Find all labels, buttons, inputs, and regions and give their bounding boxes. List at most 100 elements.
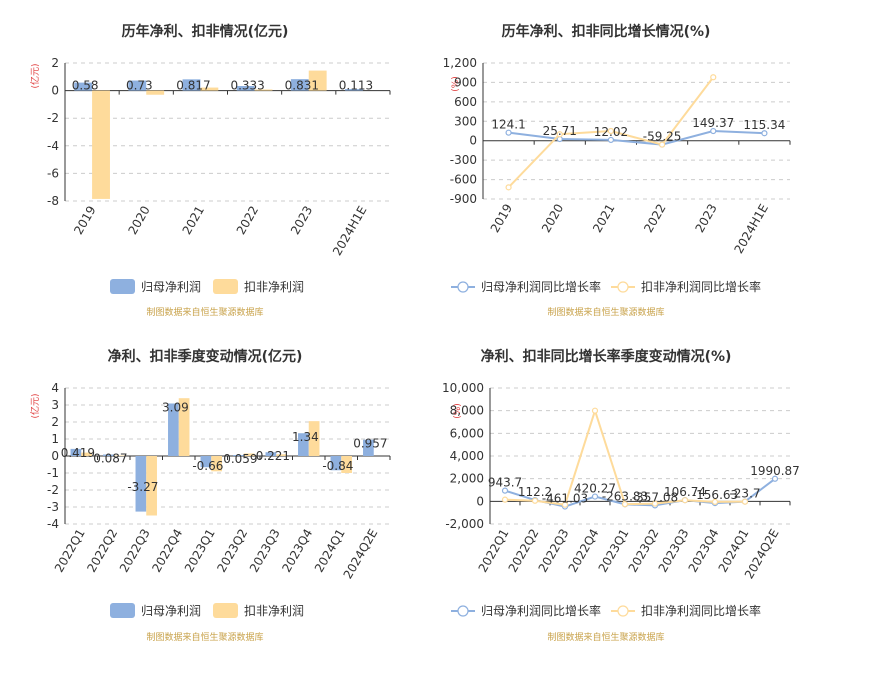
y-tick-label: 2 <box>51 56 59 70</box>
data-label: 1.34 <box>292 430 319 444</box>
data-label: 0.059 <box>223 452 257 466</box>
y-tick-label: 1 <box>51 432 59 446</box>
series-point <box>710 74 717 81</box>
legend: 归母净利润同比增长率 扣非净利润同比增长率 <box>451 603 761 618</box>
x-tick-label: 2023Q2 <box>214 527 250 575</box>
legend-marker-b <box>617 281 629 293</box>
data-label: 112.2 <box>518 485 552 499</box>
x-tick-label: 2020 <box>125 204 152 237</box>
data-label: -0.84 <box>322 459 353 473</box>
bar-a <box>363 439 374 456</box>
legend: 归母净利润 扣非净利润 <box>110 603 304 618</box>
legend-label-b: 扣非净利润同比增长率 <box>641 603 761 618</box>
y-tick-label: -300 <box>450 153 477 167</box>
y-tick-label: 4,000 <box>450 449 484 463</box>
y-tick-label: 4 <box>51 381 59 395</box>
series-point <box>591 407 599 414</box>
bar-a <box>233 454 244 456</box>
bar-b <box>81 452 92 456</box>
source-note: 制图数据来自恒生聚源数据库 <box>547 306 664 318</box>
bar-b <box>341 456 352 473</box>
legend-marker-a <box>457 605 469 617</box>
bar-a <box>135 456 147 512</box>
series-point <box>771 475 779 482</box>
data-label: 0.087 <box>93 452 127 466</box>
chart-title: 历年净利、扣非情况(亿元) <box>122 23 289 40</box>
bar-b <box>308 70 327 91</box>
bar-a <box>128 80 147 91</box>
data-label: -461.03 <box>542 492 588 506</box>
x-tick-label: 2023Q4 <box>279 527 315 575</box>
y-tick-label: -2,000 <box>445 517 484 531</box>
legend-label-a: 归母净利润 <box>141 604 201 618</box>
data-label: -357.08 <box>632 490 678 504</box>
y-tick-label: 2 <box>51 415 59 429</box>
legend-label-a: 归母净利润同比增长率 <box>481 603 601 618</box>
data-label: 0.58 <box>72 79 99 93</box>
y-tick-label: 900 <box>454 75 477 89</box>
legend-label-b: 扣非净利润同比增长率 <box>641 279 761 294</box>
legend-label-a: 归母净利润 <box>141 280 201 294</box>
unit-label: (%) <box>453 403 463 419</box>
legend: 归母净利润同比增长率 扣非净利润同比增长率 <box>451 279 761 294</box>
bar-a <box>330 456 342 471</box>
chart-panel-1: 历年净利、扣非情况(亿元) (亿元) 2 0 -2 -4 -6 -8 2019 2020 2021 2… <box>29 23 391 318</box>
source-note: 制图数据来自恒生聚源数据库 <box>146 631 263 643</box>
y-tick-label: 6,000 <box>450 426 484 440</box>
data-label: 124.1 <box>491 118 525 132</box>
series-point <box>505 129 512 136</box>
y-tick-label: 0 <box>469 134 477 148</box>
bar-b <box>243 453 255 456</box>
charts-layer: 历年净利、扣非情况(亿元) (亿元) 2 0 -2 -4 -6 -8 2019 2020 2021 2… <box>29 23 800 643</box>
bar-a <box>182 79 201 91</box>
series-point <box>761 130 768 137</box>
x-tick-label: 2023 <box>288 204 315 237</box>
y-tick-label: -2 <box>47 111 59 125</box>
data-label: 0.221 <box>256 449 290 463</box>
data-label: 25.71 <box>543 124 577 138</box>
series-point <box>561 501 569 508</box>
y-tick-label: 2,000 <box>450 472 484 486</box>
series-point <box>621 501 629 508</box>
x-tick-label: 2022Q4 <box>149 527 185 575</box>
series-point <box>710 127 717 135</box>
bar-a <box>345 89 363 91</box>
x-tick-label: 2024H1E <box>330 204 370 258</box>
legend-label-b: 扣非净利润 <box>244 604 304 618</box>
y-tick-label: -6 <box>47 166 59 180</box>
bar-a <box>200 456 212 468</box>
y-tick-label: 8,000 <box>450 404 484 418</box>
series-point <box>501 487 509 494</box>
data-label: 0.817 <box>176 79 210 93</box>
series-point <box>681 497 689 504</box>
x-tick-label: 2020 <box>539 202 566 235</box>
bar-b <box>92 90 110 199</box>
x-tick-label: 2019 <box>71 204 98 237</box>
series-point <box>607 136 615 144</box>
y-tick-label: 0 <box>476 494 484 508</box>
series-point <box>741 498 749 505</box>
legend-marker-b <box>617 605 629 617</box>
bar-b <box>113 455 125 456</box>
data-label: 0.113 <box>339 79 373 93</box>
chart-title: 净利、扣非季度变动情况(亿元) <box>108 348 303 365</box>
y-tick-label: -3 <box>47 500 59 514</box>
legend-marker-a <box>457 281 469 293</box>
x-tick-label: 2024Q1 <box>312 527 348 575</box>
legend: 归母净利润 扣非净利润 <box>110 279 304 294</box>
series-point <box>556 131 563 138</box>
source-note: 制图数据来自恒生聚源数据库 <box>146 306 263 318</box>
data-label: -23.7 <box>729 487 760 501</box>
bar-b <box>178 398 190 456</box>
legend-label-b: 扣非净利润 <box>244 280 304 294</box>
series-point <box>591 493 599 500</box>
bar-a <box>103 454 114 456</box>
chart-panel-4: 净利、扣非同比增长率季度变动情况(%) (%) 10,000 8,000 6,000 4,… <box>442 348 800 643</box>
unit-label: (%) <box>451 76 461 92</box>
chart-panel-3: 净利、扣非季度变动情况(亿元)(亿元)43210-1-2-3-42022Q120… <box>29 348 391 643</box>
x-tick-label: 2022 <box>234 204 261 237</box>
series-line-a <box>508 130 765 146</box>
y-tick-label: -600 <box>450 173 477 187</box>
data-label: 149.37 <box>692 116 734 130</box>
